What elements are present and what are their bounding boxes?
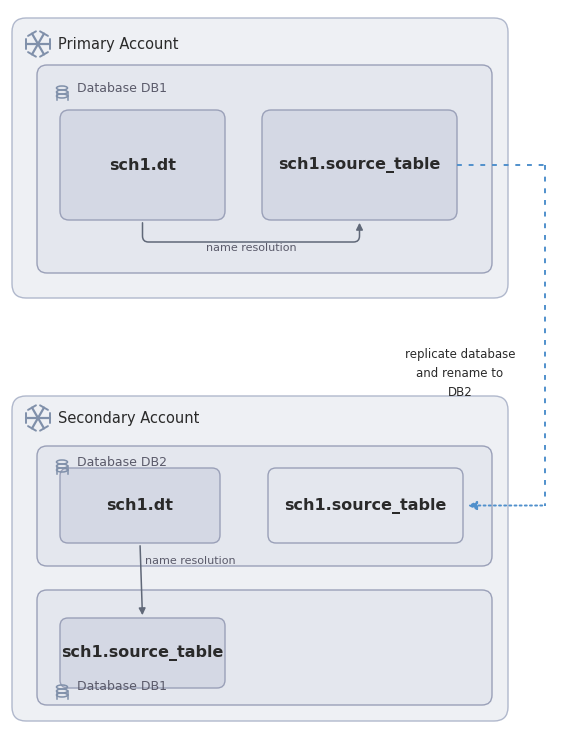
Text: sch1.source_table: sch1.source_table [61,645,223,661]
Text: name resolution: name resolution [206,243,297,253]
FancyBboxPatch shape [268,468,463,543]
FancyBboxPatch shape [262,110,457,220]
Text: sch1.dt: sch1.dt [106,498,174,513]
FancyBboxPatch shape [37,590,492,705]
FancyArrowPatch shape [143,223,362,242]
Text: Database DB1: Database DB1 [77,680,167,694]
FancyArrowPatch shape [139,546,145,613]
Text: Database DB1: Database DB1 [77,81,167,94]
Text: sch1.source_table: sch1.source_table [278,157,441,173]
FancyBboxPatch shape [12,18,508,298]
Text: sch1.dt: sch1.dt [109,157,176,173]
FancyBboxPatch shape [60,618,225,688]
Text: replicate database
and rename to
DB2: replicate database and rename to DB2 [405,348,515,399]
Text: Primary Account: Primary Account [58,36,178,52]
Text: Secondary Account: Secondary Account [58,410,199,426]
FancyBboxPatch shape [37,65,492,273]
Text: name resolution: name resolution [145,556,236,566]
FancyBboxPatch shape [60,110,225,220]
Text: Database DB2: Database DB2 [77,455,167,469]
Text: sch1.source_table: sch1.source_table [284,497,447,514]
FancyBboxPatch shape [37,446,492,566]
FancyBboxPatch shape [12,396,508,721]
FancyBboxPatch shape [60,468,220,543]
